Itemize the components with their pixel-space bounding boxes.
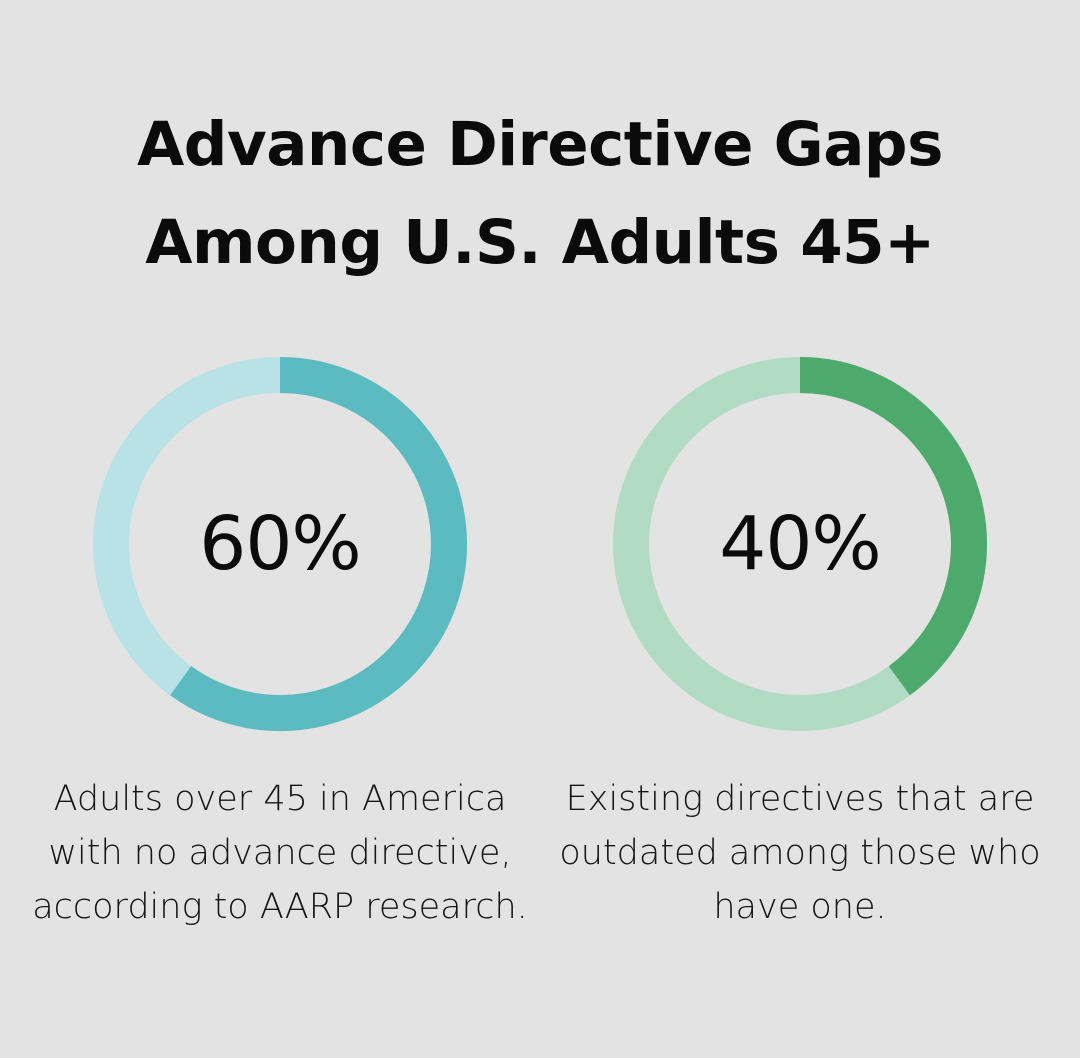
stat-caption-no-directive: Adults over 45 in America with no advanc… [32, 779, 528, 927]
chart-title: Advance Directive Gaps Among U.S. Adults… [0, 96, 1080, 292]
chart-title-line-1: Advance Directive Gaps [137, 109, 943, 180]
stat-value-no-directive: 60% [199, 501, 361, 587]
donut-chart-outdated [610, 354, 990, 734]
donut-fill-arc-outdated [799, 357, 987, 696]
donut-svg-outdated [613, 357, 987, 731]
donut-svg-no-directive [93, 357, 467, 731]
chart-title-line-2: Among U.S. Adults 45+ [145, 207, 935, 278]
donut-fill-arc-no-directive [170, 357, 467, 731]
stat-caption-outdated: Existing directives that are outdated am… [559, 779, 1041, 927]
stat-value-outdated: 40% [719, 501, 881, 587]
donut-chart-no-directive [90, 354, 470, 734]
